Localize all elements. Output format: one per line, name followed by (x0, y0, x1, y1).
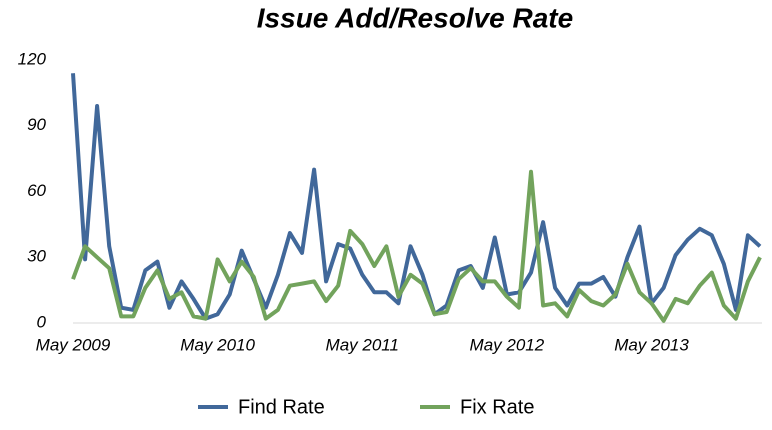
x-tick-label: May 2010 (180, 335, 255, 354)
y-tick-label: 0 (37, 312, 47, 331)
y-tick-label: 60 (27, 181, 46, 200)
legend-label: Fix Rate (460, 396, 534, 418)
y-tick-label: 90 (27, 115, 46, 134)
legend-label: Find Rate (238, 396, 325, 418)
x-tick-label: May 2012 (470, 335, 545, 354)
x-tick-label: May 2011 (326, 335, 399, 354)
x-tick-label: May 2013 (614, 335, 689, 354)
series-line (71, 169, 762, 323)
chart-title: Issue Add/Resolve Rate (257, 2, 573, 33)
y-tick-label: 30 (27, 247, 46, 266)
x-tick-label: May 2009 (36, 335, 111, 354)
series-line (71, 73, 762, 321)
y-tick-label: 120 (18, 49, 47, 68)
